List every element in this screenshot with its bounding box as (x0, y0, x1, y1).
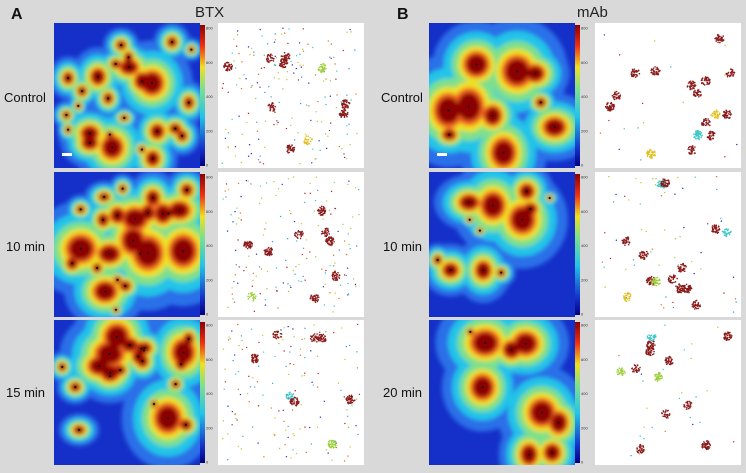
btx-control-heatmap (54, 23, 200, 168)
colorbar-tick-label: 0 (206, 460, 209, 465)
btx-10min-scatter (218, 172, 364, 317)
colorbar-tick-label: 200 (581, 277, 588, 282)
panel-a-row-label-2: 10 min (6, 239, 46, 254)
btx-control-scatter (218, 23, 364, 168)
panel-a-row-label-3: 15 min (6, 385, 46, 400)
colorbar-tick-label: 600 (581, 209, 588, 214)
btx-10min-colorbar: 800 600 400 200 0 (200, 174, 213, 317)
mab-20min-colorbar: 800 600 400 200 0 (575, 322, 588, 465)
colorbar-tick-label: 200 (581, 128, 588, 133)
panel-b-row-label-1: Control (381, 90, 423, 105)
mab-control-heatmap (429, 23, 575, 168)
colorbar-tick-label: 800 (581, 323, 588, 328)
panel-a-letter: A (11, 6, 23, 23)
colorbar-tick-label: 800 (206, 323, 213, 328)
panel-a-row-label-1: Control (4, 90, 46, 105)
panel-a-title: BTX (195, 4, 225, 21)
mab-control-scatter (595, 23, 741, 168)
colorbar-tick-label: 800 (581, 175, 588, 180)
colorbar-tick-label: 0 (581, 312, 584, 317)
colorbar-tick-label: 400 (206, 391, 213, 396)
colorbar-tick-label: 0 (581, 163, 584, 168)
colorbar-tick-label: 200 (581, 425, 588, 430)
mab-10min-heatmap (429, 172, 575, 317)
colorbar-tick-label: 800 (206, 175, 213, 180)
mab-control-colorbar: 800 600 400 200 0 (575, 25, 588, 168)
colorbar-tick-label: 600 (206, 60, 213, 65)
colorbar-tick-label: 0 (581, 460, 584, 465)
colorbar-tick-label: 400 (206, 94, 213, 99)
panel-b-row-label-3: 20 min (383, 385, 423, 400)
colorbar-tick-label: 600 (581, 357, 588, 362)
colorbar-tick-label: 0 (206, 312, 209, 317)
panel-b-title: mAb (577, 4, 608, 21)
colorbar-tick-label: 400 (206, 243, 213, 248)
btx-15min-colorbar: 800 600 400 200 0 (200, 322, 213, 465)
colorbar-tick-label: 200 (206, 128, 213, 133)
mab-20min-heatmap (429, 320, 575, 465)
btx-15min-heatmap (54, 320, 200, 465)
colorbar-tick-label: 400 (581, 243, 588, 248)
panel-b-letter: B (397, 6, 409, 23)
mab-10min-scatter (595, 172, 741, 317)
colorbar-tick-label: 400 (581, 94, 588, 99)
btx-10min-heatmap (54, 172, 200, 317)
mab-20min-scatter (595, 320, 741, 465)
colorbar-tick-label: 800 (206, 26, 213, 31)
mab-10min-colorbar: 800 600 400 200 0 (575, 174, 588, 317)
colorbar-tick-label: 0 (206, 163, 209, 168)
colorbar-tick-label: 200 (206, 277, 213, 282)
colorbar-tick-label: 400 (581, 391, 588, 396)
panel-b-row-label-2: 10 min (383, 239, 423, 254)
colorbar-tick-label: 600 (581, 60, 588, 65)
colorbar-tick-label: 600 (206, 209, 213, 214)
colorbar-tick-label: 200 (206, 425, 213, 430)
btx-15min-scatter (218, 320, 364, 465)
colorbar-tick-label: 800 (581, 26, 588, 31)
btx-control-colorbar: 800 600 400 200 0 (200, 25, 213, 168)
colorbar-tick-label: 600 (206, 357, 213, 362)
